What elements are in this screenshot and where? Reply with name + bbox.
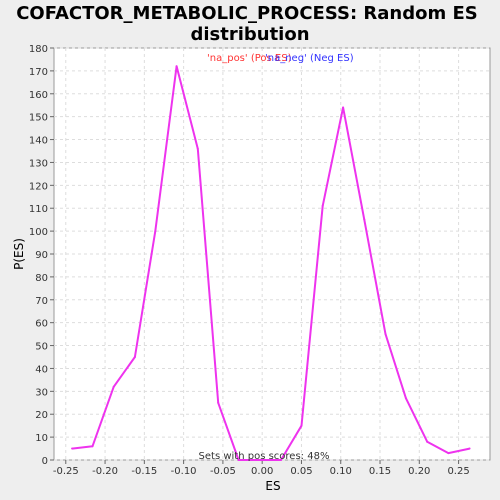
y-tick-label: 70 xyxy=(35,296,48,307)
series-line xyxy=(71,65,470,461)
y-tick-label: 180 xyxy=(29,44,48,55)
y-tick-label: 20 xyxy=(35,410,48,421)
x-tick-label: -0.25 xyxy=(53,466,79,477)
legend-entry-pos: 'na_pos' (Pos ES) xyxy=(207,53,292,64)
y-tick-label: 30 xyxy=(35,387,48,398)
y-tick-label: 130 xyxy=(29,158,48,169)
data-point xyxy=(363,218,366,221)
x-axis-label: ES xyxy=(265,479,280,493)
data-point xyxy=(258,459,261,461)
y-tick-label: 150 xyxy=(29,113,48,124)
data-point xyxy=(404,397,407,400)
x-tick-label: -0.05 xyxy=(210,466,236,477)
y-tick-label: 100 xyxy=(29,227,48,238)
y-tick-label: 60 xyxy=(35,319,48,330)
x-tick-label: -0.10 xyxy=(171,466,197,477)
y-tick-label: 10 xyxy=(35,433,48,444)
data-point xyxy=(91,445,94,448)
y-tick-label: 80 xyxy=(35,273,48,284)
data-point xyxy=(196,147,199,150)
data-point xyxy=(133,356,136,358)
data-point xyxy=(447,452,450,455)
legend-entry-neg: 'na_neg' (Neg ES) xyxy=(265,53,354,64)
data-point xyxy=(217,401,220,404)
y-tick-label: 140 xyxy=(29,136,48,147)
y-tick-label: 0 xyxy=(42,456,48,467)
x-tick-label: 0.15 xyxy=(369,466,391,477)
y-tick-label: 170 xyxy=(29,67,48,78)
data-point xyxy=(426,440,429,443)
series-layer xyxy=(71,65,471,461)
x-tick-label: -0.20 xyxy=(92,466,118,477)
x-tick-label: -0.15 xyxy=(131,466,157,477)
x-tick-label: 0.20 xyxy=(408,466,430,477)
chart-title-line-2: distribution xyxy=(190,24,309,45)
y-tick-label: 50 xyxy=(35,342,48,353)
data-point xyxy=(154,230,157,233)
pos-scores-annotation: Sets with pos scores: 48% xyxy=(199,451,330,462)
x-tick-label: 0.25 xyxy=(447,466,469,477)
data-point xyxy=(237,459,240,461)
y-tick-label: 120 xyxy=(29,181,48,192)
x-tick-label: 0.05 xyxy=(290,466,312,477)
data-point xyxy=(342,106,345,109)
y-tick-label: 110 xyxy=(29,204,48,215)
data-point xyxy=(112,385,115,388)
data-point xyxy=(300,424,303,427)
y-tick-label: 90 xyxy=(35,250,48,261)
axes: 0 10 20 30 40 50 60 70 80 90 100 110 120 130 140 150 160… xyxy=(29,44,470,477)
data-point xyxy=(175,65,178,68)
data-point xyxy=(71,447,74,450)
y-tick-label: 160 xyxy=(29,90,48,101)
data-point xyxy=(384,333,387,336)
data-point xyxy=(468,447,471,450)
y-tick-label: 40 xyxy=(35,364,48,375)
x-tick-label: 0.00 xyxy=(251,466,273,477)
y-axis-label: P(ES) xyxy=(12,238,26,270)
data-point xyxy=(280,459,283,461)
x-tick-label: 0.10 xyxy=(330,466,352,477)
chart-title-line-1: COFACTOR_METABOLIC_PROCESS: Random ES xyxy=(16,3,478,24)
data-point xyxy=(321,204,324,207)
